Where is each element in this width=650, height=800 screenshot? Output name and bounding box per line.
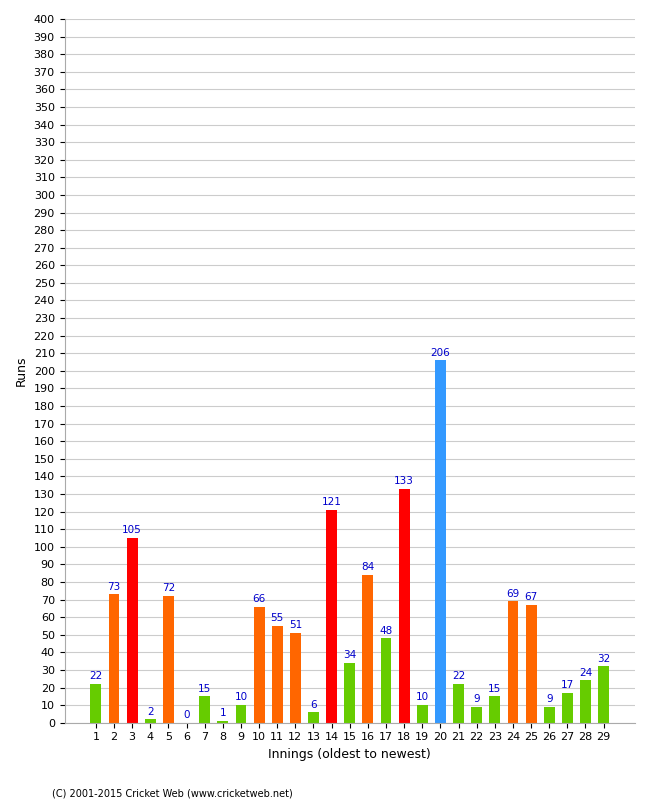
Y-axis label: Runs: Runs [15,356,28,386]
Bar [200,696,210,722]
Text: 17: 17 [561,680,574,690]
Text: 34: 34 [343,650,356,660]
Bar [163,596,174,722]
Bar [109,594,120,722]
Bar [453,684,464,722]
Text: 32: 32 [597,654,610,664]
Bar [381,638,391,722]
Bar [217,721,228,722]
Text: 121: 121 [322,498,341,507]
Bar [562,693,573,722]
Text: 10: 10 [235,693,248,702]
Text: 55: 55 [270,614,284,623]
Text: 66: 66 [252,594,266,604]
Bar [344,663,355,722]
Text: 51: 51 [289,620,302,630]
Text: 105: 105 [122,526,142,535]
Bar [254,606,265,722]
Bar [417,705,428,722]
Bar [471,707,482,722]
Text: 69: 69 [506,589,519,598]
Bar [489,696,500,722]
X-axis label: Innings (oldest to newest): Innings (oldest to newest) [268,748,431,761]
Text: (C) 2001-2015 Cricket Web (www.cricketweb.net): (C) 2001-2015 Cricket Web (www.cricketwe… [52,788,292,798]
Text: 84: 84 [361,562,374,572]
Text: 9: 9 [546,694,552,704]
Text: 2: 2 [147,706,153,717]
Text: 67: 67 [525,592,538,602]
Text: 15: 15 [488,684,501,694]
Text: 24: 24 [579,668,592,678]
Text: 48: 48 [380,626,393,636]
Bar [598,666,609,722]
Bar [127,538,138,722]
Bar [308,712,319,722]
Text: 9: 9 [473,694,480,704]
Bar [235,705,246,722]
Text: 72: 72 [162,583,175,594]
Bar [580,681,591,722]
Text: 73: 73 [107,582,121,592]
Bar [145,719,156,722]
Bar [272,626,283,722]
Bar [544,707,554,722]
Text: 15: 15 [198,684,211,694]
Bar [435,360,446,722]
Bar [90,684,101,722]
Text: 1: 1 [220,708,226,718]
Bar [290,633,301,722]
Bar [326,510,337,722]
Bar [398,489,410,722]
Text: 206: 206 [430,348,450,358]
Bar [526,605,536,722]
Text: 22: 22 [89,671,103,682]
Bar [363,575,373,722]
Text: 0: 0 [183,710,190,720]
Text: 6: 6 [310,699,317,710]
Text: 10: 10 [416,693,429,702]
Text: 133: 133 [395,476,414,486]
Bar [508,602,519,722]
Text: 22: 22 [452,671,465,682]
